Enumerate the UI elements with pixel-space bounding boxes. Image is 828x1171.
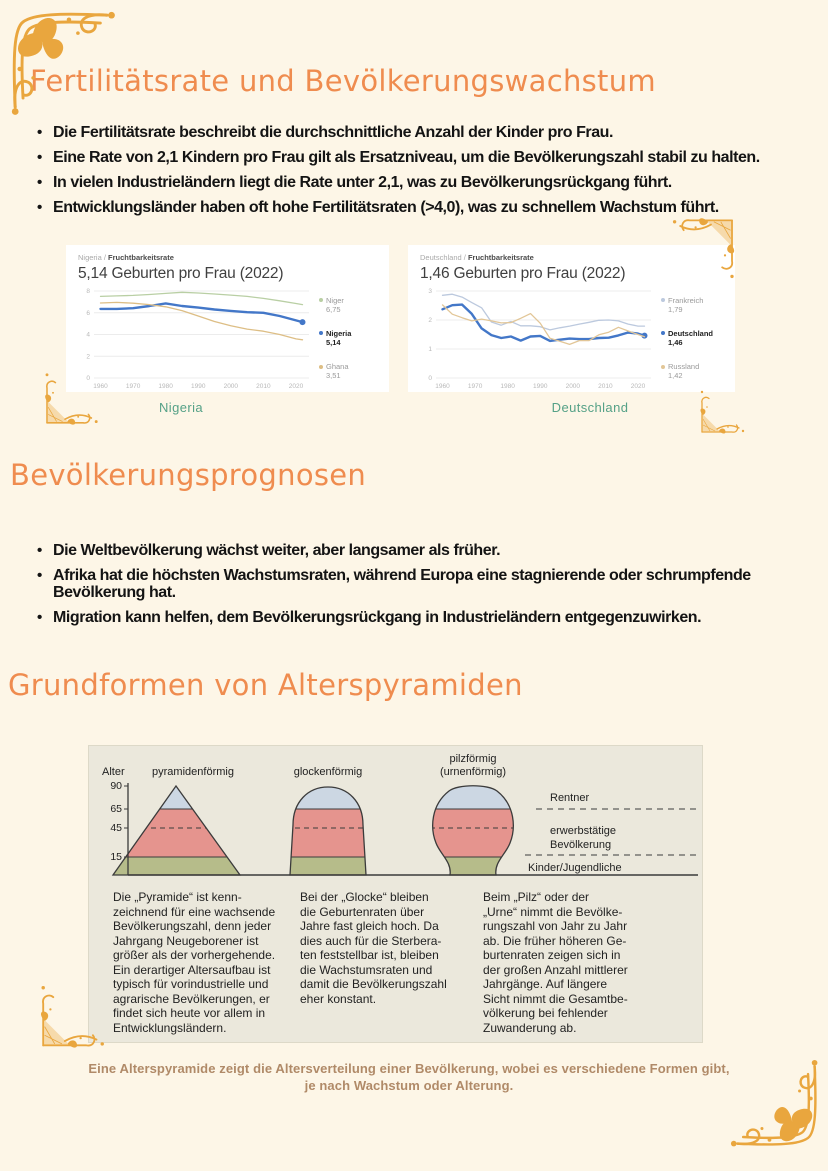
figure-text-pyramid: Die „Pyramide“ ist kenn- zeichnend für e… <box>113 890 276 1035</box>
svg-text:1: 1 <box>428 346 432 353</box>
chart-legend: Frankreich 1,79 Deutschland 1,46 Russland 1,4… <box>661 286 719 388</box>
svg-text:1970: 1970 <box>126 383 141 390</box>
caption-nigeria: Nigeria <box>159 400 203 415</box>
svg-text:2020: 2020 <box>631 383 646 390</box>
age-pyramid-figure: 90 65 45 15 Alter pyramidenförmig glocke… <box>88 745 703 1043</box>
legend-item: Frankreich 1,79 <box>661 296 719 314</box>
svg-text:3: 3 <box>428 288 432 295</box>
chart-title: 1,46 Geburten pro Frau (2022) <box>420 265 626 282</box>
bullet-item: Die Weltbevölkerung wächst weiter, aber … <box>36 542 816 559</box>
section-heading-fertility: Fertilitätsrate und Bevölkerungswachstum <box>30 64 656 98</box>
chart-card-germany: Deutschland / Fruchtbarkeitsrate 1,46 Ge… <box>408 245 735 392</box>
line-chart-nigeria: 0 2 4 6 8 1960 1970 1980 1990 2000 2010 2020 <box>86 288 309 390</box>
chart-legend: Niger 6,75 Nigeria 5,14 Ghana 3,51 <box>319 286 377 388</box>
shape-label-mushroom-alt: (urnenförmig) <box>440 766 506 778</box>
figure-text-bell: Bei der „Glocke“ bleiben die Geburtenrat… <box>300 890 447 1006</box>
caption-germany: Deutschland <box>551 400 629 415</box>
legend-item: Ghana 3,51 <box>319 362 377 380</box>
svg-text:6: 6 <box>86 310 90 317</box>
corner-ornament-top-left <box>4 4 116 116</box>
zone-label-erwerb-1: erwerbstätige <box>550 825 616 837</box>
shape-label-mushroom: pilzförmig <box>449 753 496 765</box>
svg-text:1960: 1960 <box>93 383 108 390</box>
svg-text:2: 2 <box>428 317 432 324</box>
shape-label-bell: glockenförmig <box>294 766 362 778</box>
axis-tick-45: 45 <box>110 822 122 834</box>
zone-label-kinder: Kinder/Jugendliche <box>528 862 622 874</box>
axis-tick-90: 90 <box>110 780 122 792</box>
corner-ornament-bottom-right <box>730 1044 824 1168</box>
svg-text:0: 0 <box>86 375 90 382</box>
zone-kinder <box>113 857 240 875</box>
svg-text:1980: 1980 <box>158 383 173 390</box>
zone-label-erwerb-2: Bevölkerung <box>550 839 611 851</box>
svg-text:1980: 1980 <box>500 383 515 390</box>
axis-tick-15: 15 <box>110 851 122 863</box>
svg-text:4: 4 <box>86 332 90 339</box>
svg-text:0: 0 <box>428 375 432 382</box>
bullet-item: In vielen Industrieländern liegt die Rat… <box>36 174 816 191</box>
svg-text:2000: 2000 <box>566 383 581 390</box>
legend-item: Niger 6,75 <box>319 296 377 314</box>
svg-text:8: 8 <box>86 288 90 295</box>
breadcrumb: Nigeria / Fruchtbarkeitsrate <box>78 253 174 262</box>
bullet-item: Afrika hat die höchsten Wachstumsraten, … <box>36 567 816 601</box>
svg-text:2000: 2000 <box>224 383 239 390</box>
svg-text:2020: 2020 <box>289 383 304 390</box>
chart-title: 5,14 Geburten pro Frau (2022) <box>78 265 284 282</box>
zone-label-rentner: Rentner <box>550 792 589 804</box>
line-chart-germany: 0 1 2 3 1960 1970 1980 1990 2000 2010 2020 <box>428 288 651 390</box>
svg-text:1960: 1960 <box>435 383 450 390</box>
svg-text:2: 2 <box>86 353 90 360</box>
legend-item: Deutschland 1,46 <box>661 329 719 347</box>
svg-text:1990: 1990 <box>191 383 206 390</box>
svg-text:2010: 2010 <box>256 383 271 390</box>
legend-item: Russland 1,42 <box>661 362 719 380</box>
chart-card-nigeria: Nigeria / Fruchtbarkeitsrate 5,14 Geburt… <box>66 245 389 392</box>
svg-text:1990: 1990 <box>533 383 548 390</box>
axis-tick-65: 65 <box>110 803 122 815</box>
bullet-list-prognosen: Die Weltbevölkerung wächst weiter, aber … <box>36 542 816 634</box>
figure-text-mushroom: Beim „Pilz“ oder der „Urne“ nimmt die Be… <box>483 890 628 1035</box>
figure-caption: Eine Alterspyramide zeigt die Altersvert… <box>88 1061 730 1093</box>
svg-text:2010: 2010 <box>598 383 613 390</box>
shape-label-pyramid: pyramidenförmig <box>152 766 234 778</box>
bullet-item: Die Fertilitätsrate beschreibt die durch… <box>36 124 816 141</box>
age-pyramid-diagram: 90 65 45 15 Alter pyramidenförmig glocke… <box>102 753 698 876</box>
legend-item: Nigeria 5,14 <box>319 329 377 347</box>
section-heading-pyramiden: Grundformen von Alterspyramiden <box>8 668 523 702</box>
bullet-list-fertility: Die Fertilitätsrate beschreibt die durch… <box>36 124 816 224</box>
bullet-item: Entwicklungsländer haben oft hohe Fertil… <box>36 199 816 216</box>
bullet-item: Migration kann helfen, dem Bevölkerungsr… <box>36 609 816 626</box>
section-heading-prognosen: Bevölkerungsprognosen <box>10 458 367 492</box>
breadcrumb: Deutschland / Fruchtbarkeitsrate <box>420 253 534 262</box>
svg-text:1970: 1970 <box>468 383 483 390</box>
bullet-item: Eine Rate von 2,1 Kindern pro Frau gilt … <box>36 149 816 166</box>
axis-label-alter: Alter <box>102 766 125 778</box>
